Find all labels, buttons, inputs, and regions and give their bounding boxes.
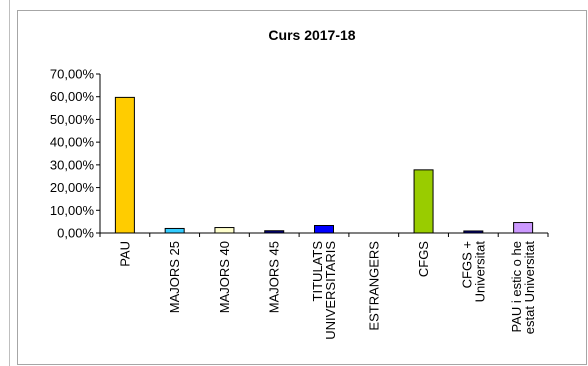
category-label: PAU	[117, 241, 132, 267]
y-tick-label: 0,00%	[57, 226, 94, 241]
sheet-edge	[0, 0, 10, 366]
category-label: MAJORS 45	[267, 241, 282, 313]
chart-frame	[17, 10, 587, 365]
bar	[114, 96, 135, 234]
category-label: estat Universitat	[522, 241, 537, 335]
bar	[214, 227, 235, 234]
y-tick-label: 40,00%	[50, 135, 95, 150]
y-tick-label: 70,00%	[50, 67, 95, 82]
bar	[264, 230, 285, 234]
y-tick-label: 30,00%	[50, 157, 95, 172]
category-label: UNIVERSITARIS	[323, 241, 338, 340]
y-tick-label: 60,00%	[50, 89, 95, 104]
bar	[513, 222, 534, 234]
bars	[114, 96, 534, 234]
bar	[314, 225, 334, 234]
bar	[463, 230, 484, 234]
category-label: CFGS +	[459, 241, 474, 288]
category-label: CFGS	[416, 241, 431, 277]
y-tick-label: 50,00%	[50, 112, 95, 127]
y-tick-label: 10,00%	[50, 203, 95, 218]
category-label: TITULATS	[310, 241, 325, 302]
chart-title: Curs 2017-18	[268, 27, 355, 43]
category-label: MAJORS 40	[217, 241, 232, 313]
category-labels: PAU MAJORS 25 MAJORS 40 MAJORS 45 TITULATSUN…	[117, 241, 537, 340]
category-label: Universitat	[472, 241, 487, 303]
y-tick-label: 20,00%	[50, 180, 95, 195]
category-label: MAJORS 25	[167, 241, 182, 313]
category-label: PAU i estic o he	[509, 241, 524, 333]
bar	[164, 227, 185, 234]
chart-axes	[96, 73, 549, 237]
y-tick-labels: 0,00% 10,00% 20,00% 30,00% 40,00% 50,00% 60,00…	[50, 67, 95, 241]
bar	[413, 169, 434, 234]
category-label: ESTRANGERS	[366, 241, 381, 331]
